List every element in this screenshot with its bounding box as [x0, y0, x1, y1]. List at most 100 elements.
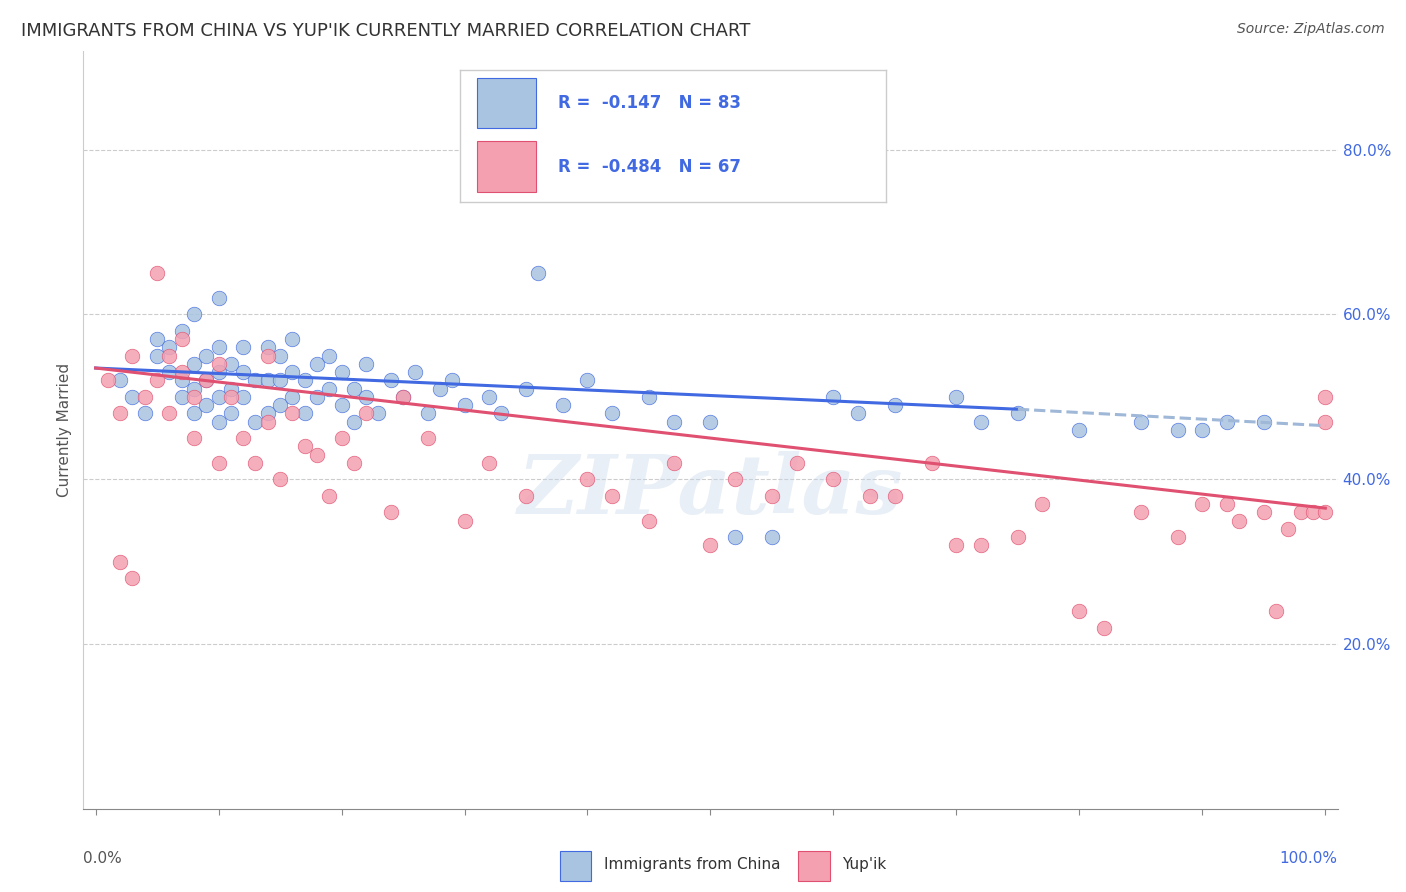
Point — [232, 365, 254, 379]
Point — [157, 349, 180, 363]
Point — [761, 530, 783, 544]
Text: 0.0%: 0.0% — [83, 851, 122, 866]
Point — [1191, 423, 1213, 437]
Point — [1129, 415, 1152, 429]
Point — [183, 382, 205, 396]
Point — [207, 415, 229, 429]
Point — [294, 406, 316, 420]
Point — [662, 456, 685, 470]
Point — [245, 373, 267, 387]
Point — [638, 390, 661, 404]
Point — [884, 489, 907, 503]
Text: Yup'ik: Yup'ik — [842, 857, 886, 871]
Point — [305, 448, 328, 462]
FancyBboxPatch shape — [560, 851, 592, 881]
Point — [146, 349, 169, 363]
Point — [724, 472, 747, 486]
Point — [245, 415, 267, 429]
Point — [183, 431, 205, 445]
Point — [638, 514, 661, 528]
Point — [183, 390, 205, 404]
Point — [170, 373, 193, 387]
Point — [170, 365, 193, 379]
Point — [170, 332, 193, 346]
Point — [195, 398, 218, 412]
Point — [884, 398, 907, 412]
Point — [392, 390, 415, 404]
Point — [859, 489, 882, 503]
Point — [207, 365, 229, 379]
Point — [1069, 423, 1091, 437]
Point — [380, 505, 402, 519]
Point — [256, 349, 278, 363]
Point — [207, 390, 229, 404]
Point — [232, 431, 254, 445]
Point — [183, 357, 205, 371]
Point — [921, 456, 943, 470]
Point — [330, 398, 353, 412]
Point — [183, 406, 205, 420]
Point — [330, 365, 353, 379]
Point — [146, 332, 169, 346]
Point — [551, 398, 574, 412]
Point — [367, 406, 389, 420]
Point — [318, 349, 340, 363]
Point — [662, 415, 685, 429]
Point — [1253, 505, 1275, 519]
Point — [1216, 415, 1239, 429]
Point — [1069, 604, 1091, 618]
Point — [600, 489, 623, 503]
Point — [823, 390, 845, 404]
Point — [305, 357, 328, 371]
Point — [491, 406, 513, 420]
Point — [170, 390, 193, 404]
Point — [392, 390, 415, 404]
Point — [1315, 390, 1337, 404]
Point — [343, 382, 366, 396]
Point — [207, 456, 229, 470]
Point — [600, 406, 623, 420]
Point — [108, 406, 131, 420]
Point — [1007, 530, 1029, 544]
Point — [157, 365, 180, 379]
Point — [195, 373, 218, 387]
Point — [281, 332, 304, 346]
Point — [281, 406, 304, 420]
Point — [527, 266, 550, 280]
Point — [121, 571, 143, 585]
Point — [416, 406, 439, 420]
Point — [1007, 406, 1029, 420]
Point — [945, 390, 967, 404]
Point — [1191, 497, 1213, 511]
FancyBboxPatch shape — [799, 851, 830, 881]
Point — [318, 489, 340, 503]
Point — [453, 398, 475, 412]
Point — [453, 514, 475, 528]
Point — [404, 365, 426, 379]
Point — [945, 538, 967, 552]
Text: ZIPatlas: ZIPatlas — [517, 450, 903, 531]
Point — [354, 406, 377, 420]
Point — [134, 406, 156, 420]
Y-axis label: Currently Married: Currently Married — [58, 363, 72, 497]
Point — [108, 555, 131, 569]
Point — [429, 382, 451, 396]
Point — [1315, 415, 1337, 429]
Point — [219, 406, 242, 420]
Point — [108, 373, 131, 387]
Point — [1129, 505, 1152, 519]
Text: Source: ZipAtlas.com: Source: ZipAtlas.com — [1237, 22, 1385, 37]
Point — [515, 489, 537, 503]
Point — [343, 415, 366, 429]
Point — [699, 415, 721, 429]
Point — [1253, 415, 1275, 429]
Point — [219, 357, 242, 371]
Point — [1216, 497, 1239, 511]
Point — [121, 349, 143, 363]
Point — [1092, 621, 1115, 635]
Point — [232, 390, 254, 404]
Point — [1302, 505, 1324, 519]
Point — [343, 456, 366, 470]
Point — [281, 390, 304, 404]
Point — [1315, 505, 1337, 519]
